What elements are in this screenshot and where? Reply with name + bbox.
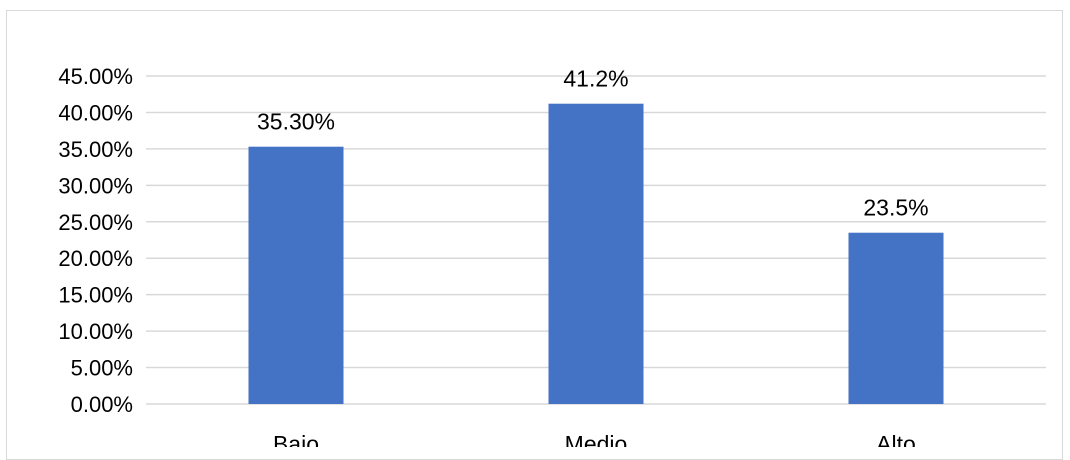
data-label-medio: 41.2% [563,66,628,92]
y-tick-label: 30.00% [58,173,133,198]
bars [248,103,944,405]
bar-alto [848,232,944,404]
category-label-bajo: Bajo [273,431,319,447]
y-tick-label: 20.00% [58,246,133,271]
y-tick-label: 5.00% [71,356,133,381]
y-axis: 0.00% 5.00% 10.00% 15.00% 20.00% 25.00% 30.00%… [58,64,133,417]
bar-medio [548,103,644,404]
y-tick-label: 35.00% [58,137,133,162]
category-label-medio: Medio [565,431,628,447]
y-tick-label: 0.00% [71,392,133,417]
y-tick-label: 15.00% [58,283,133,308]
y-tick-label: 45.00% [58,64,133,89]
bar-chart: 0.00% 5.00% 10.00% 15.00% 20.00% 25.00% 30.00%… [58,64,1046,447]
x-axis: Bajo Medio Alto [273,431,916,447]
data-label-bajo: 35.30% [257,109,335,135]
y-tick-label: 40.00% [58,100,133,125]
y-tick-label: 25.00% [58,210,133,235]
y-tick-label: 10.00% [58,319,133,344]
data-labels: 35.30% 41.2% 23.5% [257,66,929,221]
bar-bajo [248,146,344,405]
data-label-alto: 23.5% [863,195,928,221]
category-label-alto: Alto [876,431,916,447]
